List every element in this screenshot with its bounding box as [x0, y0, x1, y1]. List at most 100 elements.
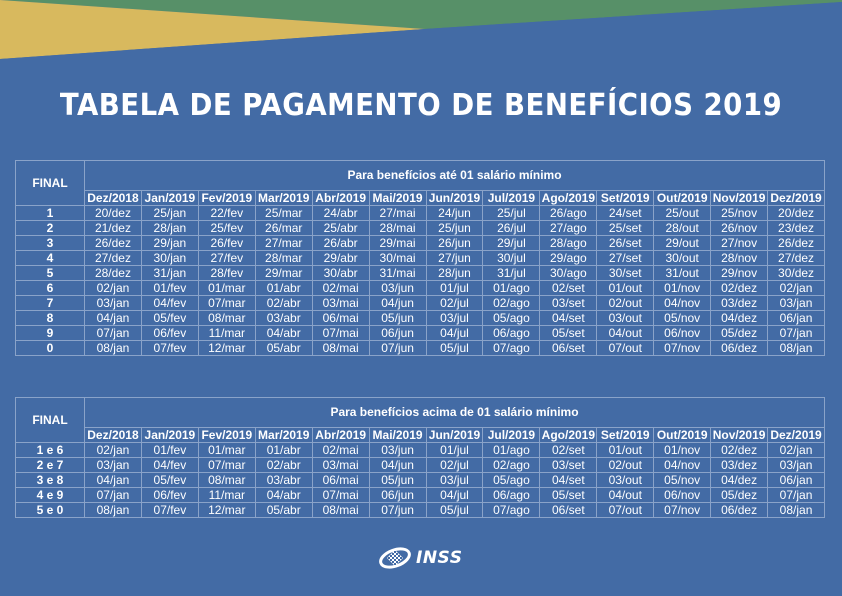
payment-date-cell: 05/ago — [482, 472, 541, 488]
month-header: Jan/2019 — [140, 190, 199, 206]
header-flag-shapes — [0, 0, 842, 70]
payment-date-cell: 03/jan — [84, 457, 142, 473]
payment-date-cell: 05/set — [539, 487, 598, 503]
month-header: Jan/2019 — [140, 427, 199, 443]
payment-date-cell: 06/jun — [368, 325, 427, 341]
month-header: Dez/2018 — [84, 427, 142, 443]
payment-date-cell: 01/jul — [425, 442, 484, 458]
table-row: 8 04/jan 05/fev 08/mar 03/abr 06/mai 05/jun 03/… — [15, 310, 825, 326]
payment-date-cell: 20/dez — [84, 205, 142, 221]
table-row: 5 e 0 08/jan 07/fev 12/mar 05/abr 08/mai 07/ju… — [15, 502, 825, 518]
payment-date-cell: 12/mar — [197, 502, 256, 518]
payment-date-cell: 26/dez — [767, 235, 825, 251]
table-row: 7 03/jan 04/fev 07/mar 02/abr 03/mai 04/jun 02/… — [15, 295, 825, 311]
payment-date-cell: 30/out — [653, 250, 712, 266]
payment-date-cell: 29/jul — [482, 235, 541, 251]
payment-date-cell: 01/mar — [197, 442, 256, 458]
payment-date-cell: 01/out — [596, 280, 655, 296]
payment-date-cell: 04/jul — [425, 487, 484, 503]
month-header: Dez/2019 — [767, 427, 825, 443]
payment-date-cell: 29/nov — [710, 265, 769, 281]
payment-date-cell: 08/mai — [311, 502, 370, 518]
payment-date-cell: 27/jun — [425, 250, 484, 266]
table-row: 4 e 9 07/jan 06/fev 11/mar 04/abr 07/mai 06/ju… — [15, 487, 825, 503]
payment-date-cell: 27/dez — [84, 250, 142, 266]
payment-date-cell: 06/mai — [311, 310, 370, 326]
blue-band — [0, 2, 842, 70]
payment-date-cell: 24/set — [596, 205, 655, 221]
month-header: Ago/2019 — [539, 190, 598, 206]
payment-date-cell: 25/jul — [482, 205, 541, 221]
payment-date-cell: 02/jan — [767, 442, 825, 458]
payment-date-cell: 26/abr — [311, 235, 370, 251]
payment-date-cell: 25/fev — [197, 220, 256, 236]
payment-date-cell: 12/mar — [197, 340, 256, 356]
payment-date-cell: 08/jan — [84, 502, 142, 518]
payment-date-cell: 05/dez — [710, 325, 769, 341]
payment-date-cell: 04/fev — [140, 457, 199, 473]
green-band — [0, 0, 842, 29]
payment-date-cell: 03/jun — [368, 280, 427, 296]
payment-date-cell: 04/abr — [254, 325, 313, 341]
payment-date-cell: 28/jun — [425, 265, 484, 281]
month-header: Nov/2019 — [710, 190, 769, 206]
final-digit-cell: 3 — [15, 235, 85, 251]
payment-date-cell: 25/abr — [311, 220, 370, 236]
payment-date-cell: 07/out — [596, 502, 655, 518]
payment-date-cell: 27/mai — [368, 205, 427, 221]
table-row: 4 27/dez 30/jan 27/fev 28/mar 29/abr 30/mai 27/… — [15, 250, 825, 266]
payment-date-cell: 02/mai — [311, 280, 370, 296]
month-header: Mar/2019 — [254, 427, 313, 443]
payment-date-cell: 05/fev — [140, 472, 199, 488]
month-header: Ago/2019 — [539, 427, 598, 443]
payment-date-cell: 04/set — [539, 310, 598, 326]
payment-date-cell: 01/ago — [482, 442, 541, 458]
final-digit-cell: 8 — [15, 310, 85, 326]
payment-date-cell: 29/out — [653, 235, 712, 251]
payment-date-cell: 30/abr — [311, 265, 370, 281]
payment-date-cell: 02/jan — [767, 280, 825, 296]
payment-date-cell: 03/abr — [254, 472, 313, 488]
payment-date-cell: 06/ago — [482, 487, 541, 503]
payment-date-cell: 04/jun — [368, 457, 427, 473]
payment-date-cell: 03/jun — [368, 442, 427, 458]
payment-date-cell: 06/set — [539, 502, 598, 518]
payment-date-cell: 03/mai — [311, 457, 370, 473]
payment-date-cell: 07/jun — [368, 502, 427, 518]
payment-date-cell: 05/nov — [653, 472, 712, 488]
table-row: 9 07/jan 06/fev 11/mar 04/abr 07/mai 06/jun 04/… — [15, 325, 825, 341]
payment-date-cell: 03/set — [539, 457, 598, 473]
month-header: Dez/2018 — [84, 190, 142, 206]
payment-date-cell: 31/out — [653, 265, 712, 281]
payment-date-cell: 05/jun — [368, 472, 427, 488]
month-header: Set/2019 — [596, 427, 655, 443]
month-header-row: Dez/2018 Jan/2019 Fev/2019 Mar/2019 Abr/2019… — [16, 427, 825, 443]
payment-date-cell: 27/ago — [539, 220, 598, 236]
payment-date-cell: 22/fev — [197, 205, 256, 221]
payment-date-cell: 27/mar — [254, 235, 313, 251]
payment-date-cell: 07/out — [596, 340, 655, 356]
payment-date-cell: 28/fev — [197, 265, 256, 281]
table-row: 5 28/dez 31/jan 28/fev 29/mar 30/abr 31/mai 28/… — [15, 265, 825, 281]
payment-date-cell: 04/jan — [84, 472, 142, 488]
payment-date-cell: 06/fev — [140, 325, 199, 341]
payment-date-cell: 07/mai — [311, 325, 370, 341]
payment-date-cell: 08/jan — [84, 340, 142, 356]
payment-date-cell: 01/nov — [653, 442, 712, 458]
table-row: 6 02/jan 01/fev 01/mar 01/abr 02/mai 03/jun 01/… — [15, 280, 825, 296]
payment-date-cell: 29/mai — [368, 235, 427, 251]
payment-date-cell: 07/jan — [767, 487, 825, 503]
payment-date-cell: 25/out — [653, 205, 712, 221]
payment-date-cell: 07/mar — [197, 457, 256, 473]
table-row: 1 20/dez 25/jan 22/fev 25/mar 24/abr 27/mai 24/… — [15, 205, 825, 221]
payment-date-cell: 03/abr — [254, 310, 313, 326]
final-digit-cell: 3 e 8 — [15, 472, 85, 488]
payment-date-cell: 07/nov — [653, 502, 712, 518]
payment-date-cell: 20/dez — [767, 205, 825, 221]
payment-date-cell: 02/out — [596, 295, 655, 311]
payment-date-cell: 07/jan — [84, 325, 142, 341]
payment-date-cell: 04/out — [596, 325, 655, 341]
payment-date-cell: 06/nov — [653, 325, 712, 341]
payment-date-cell: 30/mai — [368, 250, 427, 266]
payment-date-cell: 01/mar — [197, 280, 256, 296]
